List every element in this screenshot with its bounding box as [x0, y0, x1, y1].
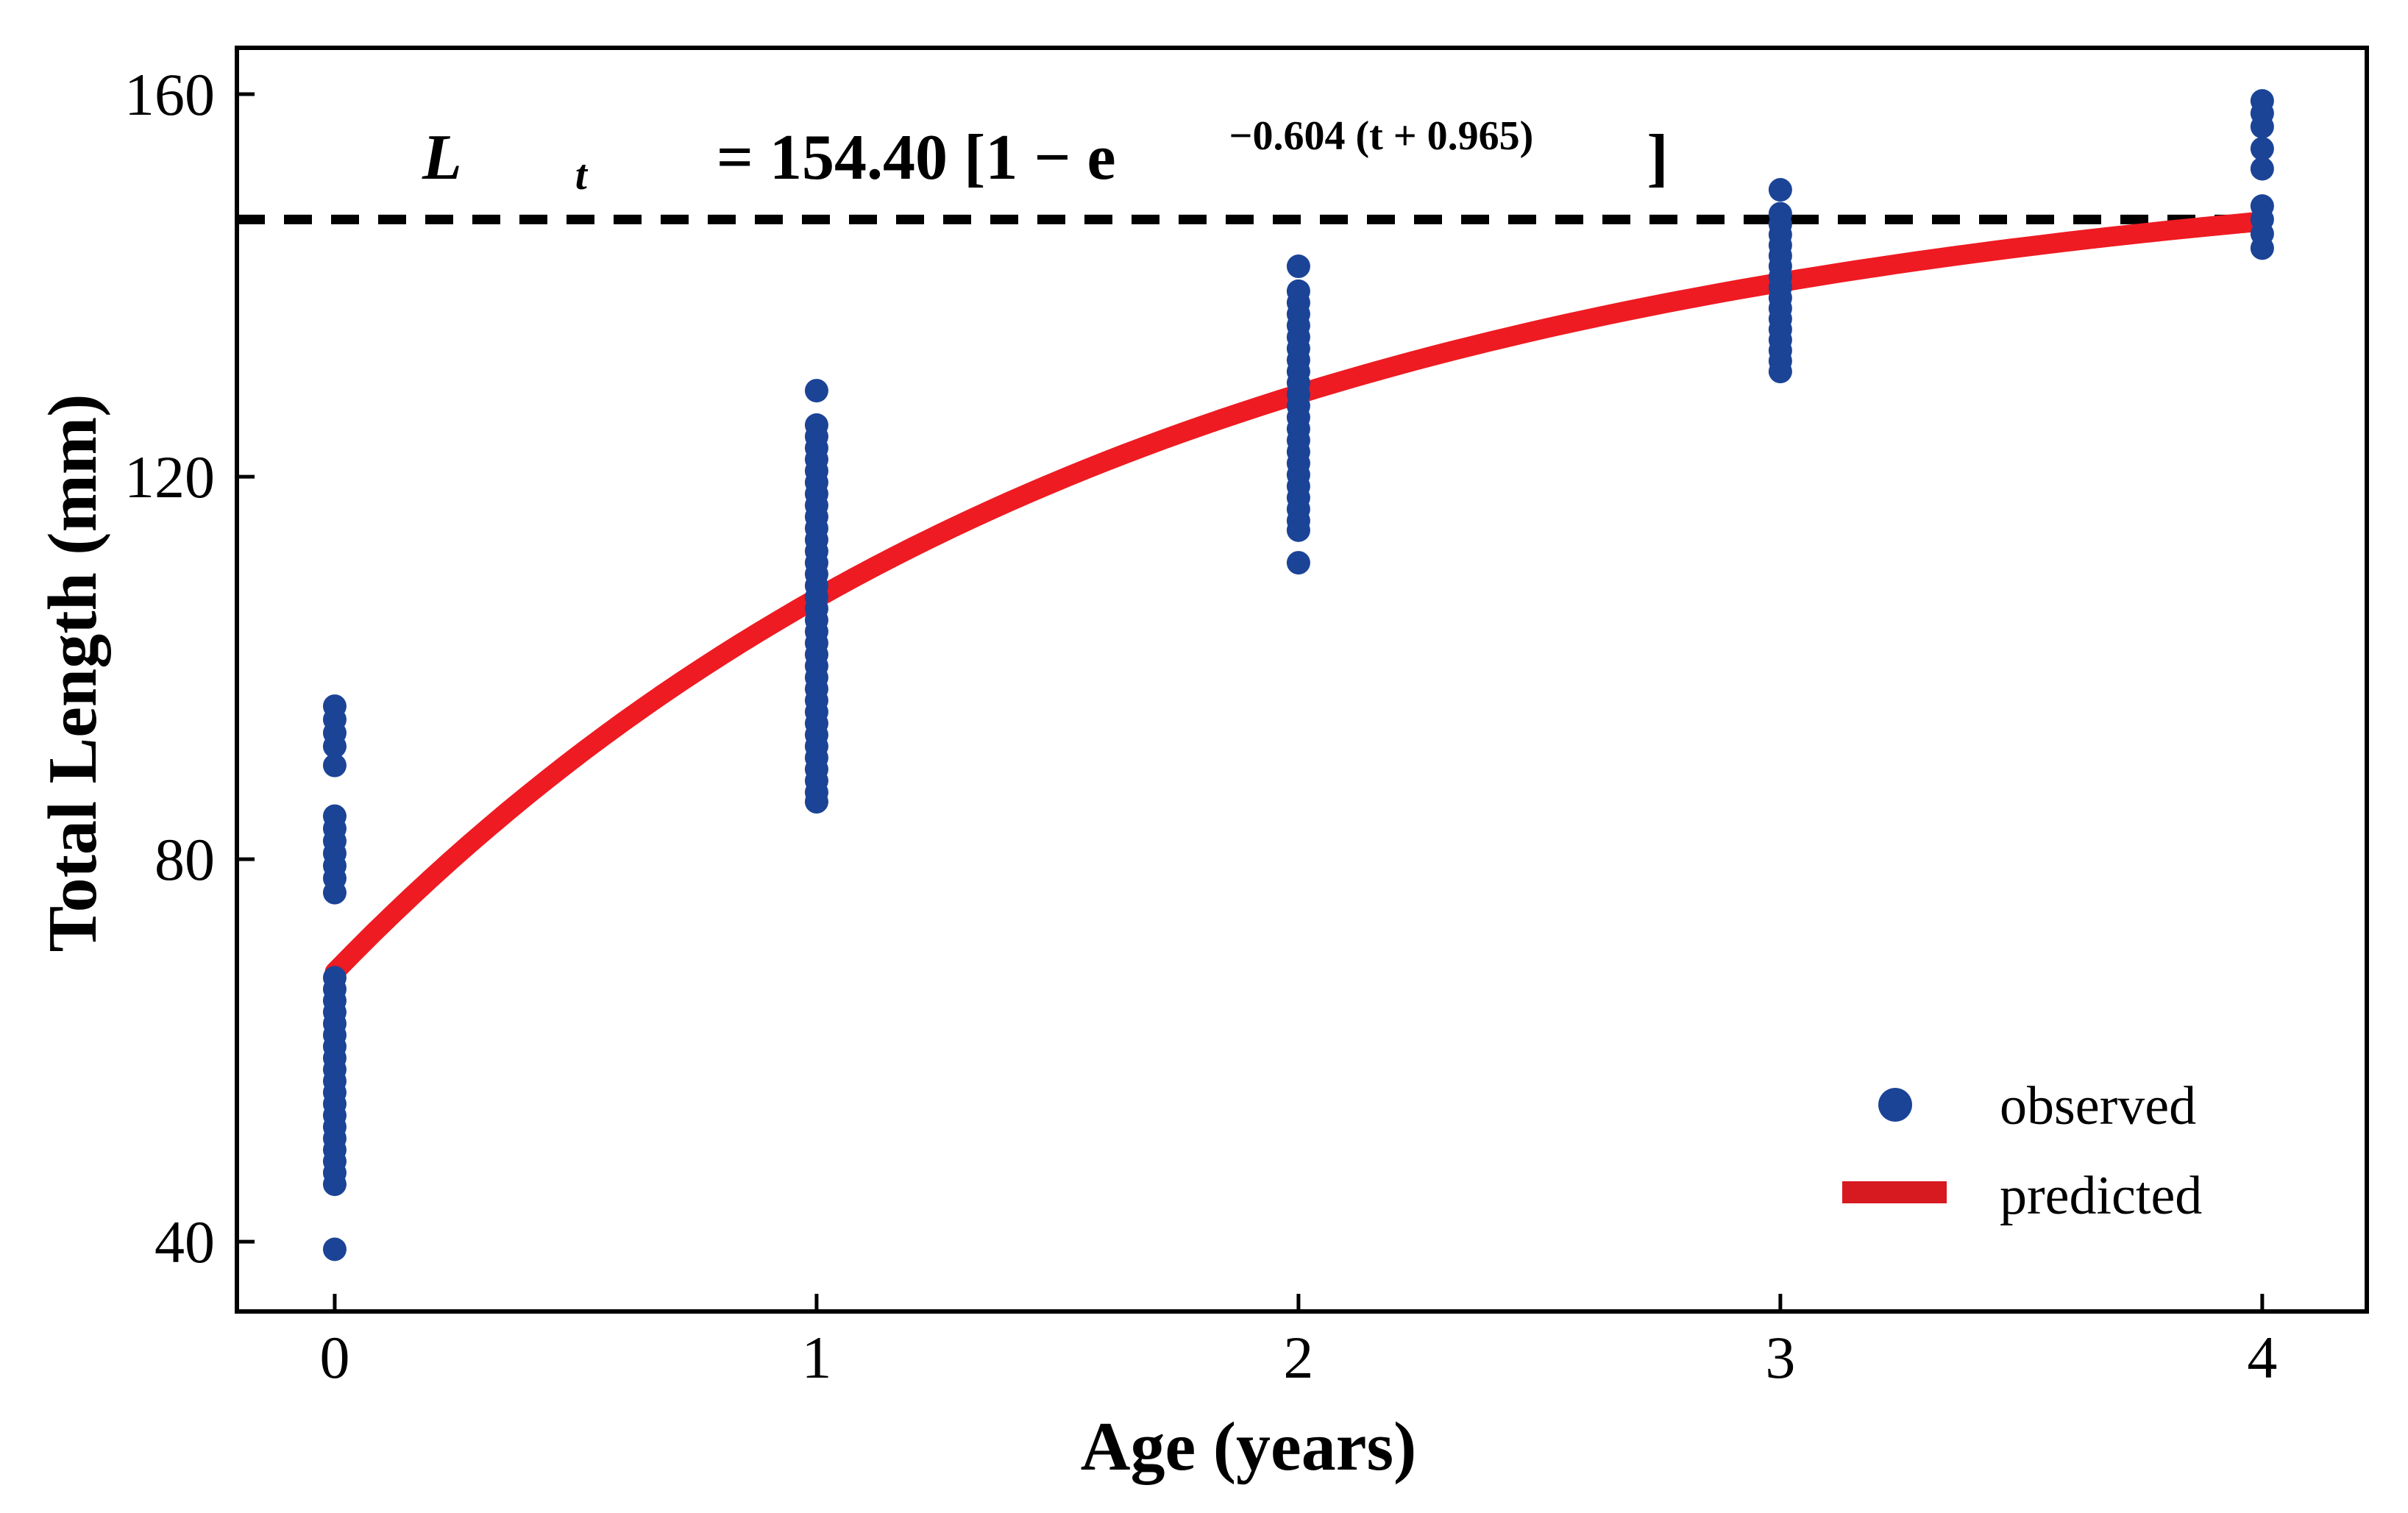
legend-observed-label: observed	[2000, 1076, 2196, 1136]
x-axis-ticks: 0 1 2 3 4	[319, 1294, 2277, 1391]
observed-dot	[2250, 236, 2274, 260]
plot-border	[235, 46, 2369, 1314]
observed-points	[322, 89, 2274, 1261]
observed-dot	[322, 1237, 347, 1261]
legend-predicted-marker-icon	[1842, 1181, 1947, 1203]
observed-dot	[2250, 157, 2274, 181]
observed-dot	[1768, 178, 1792, 202]
equation-L: L	[422, 122, 462, 193]
observed-dot	[2250, 137, 2274, 161]
observed-dot	[1286, 254, 1310, 279]
equation-subscript: t	[575, 151, 589, 199]
y-tick-label: 160	[124, 61, 215, 128]
x-tick-label: 4	[2247, 1324, 2277, 1391]
x-tick-label: 2	[1283, 1324, 1313, 1391]
y-axis-ticks: 40 80 120 160	[124, 61, 255, 1275]
y-axis-title: Total Length (mm)	[35, 394, 111, 953]
legend-observed-marker-icon	[1878, 1088, 1912, 1122]
observed-dot	[322, 753, 347, 777]
y-tick-label: 40	[155, 1208, 215, 1275]
observed-dot	[322, 1172, 347, 1197]
observed-dot	[1768, 360, 1792, 384]
observed-dot	[322, 880, 347, 905]
y-tick-label: 80	[155, 826, 215, 893]
equation-close-bracket: ]	[1647, 122, 1668, 193]
observed-dot	[2250, 115, 2274, 139]
legend-predicted-label: predicted	[2000, 1166, 2202, 1226]
y-tick-label: 120	[124, 444, 215, 510]
legend: observed predicted	[1842, 1076, 2202, 1226]
equation-exponent: −0.604 (t + 0.965)	[1229, 113, 1534, 159]
equation-mid: = 154.40 [1 − e	[700, 122, 1116, 193]
observed-dot	[804, 790, 828, 814]
observed-dot	[804, 379, 828, 403]
x-tick-label: 3	[1765, 1324, 1795, 1391]
x-axis-title: Age (years)	[1081, 1409, 1417, 1485]
observed-dot	[1286, 551, 1310, 575]
observed-dot	[1286, 518, 1310, 542]
x-tick-label: 1	[801, 1324, 831, 1391]
x-tick-label: 0	[319, 1324, 349, 1391]
observed-dot	[322, 734, 347, 758]
equation-label: L t = 154.40 [1 − e −0.604 (t + 0.965) ]	[309, 93, 1750, 204]
